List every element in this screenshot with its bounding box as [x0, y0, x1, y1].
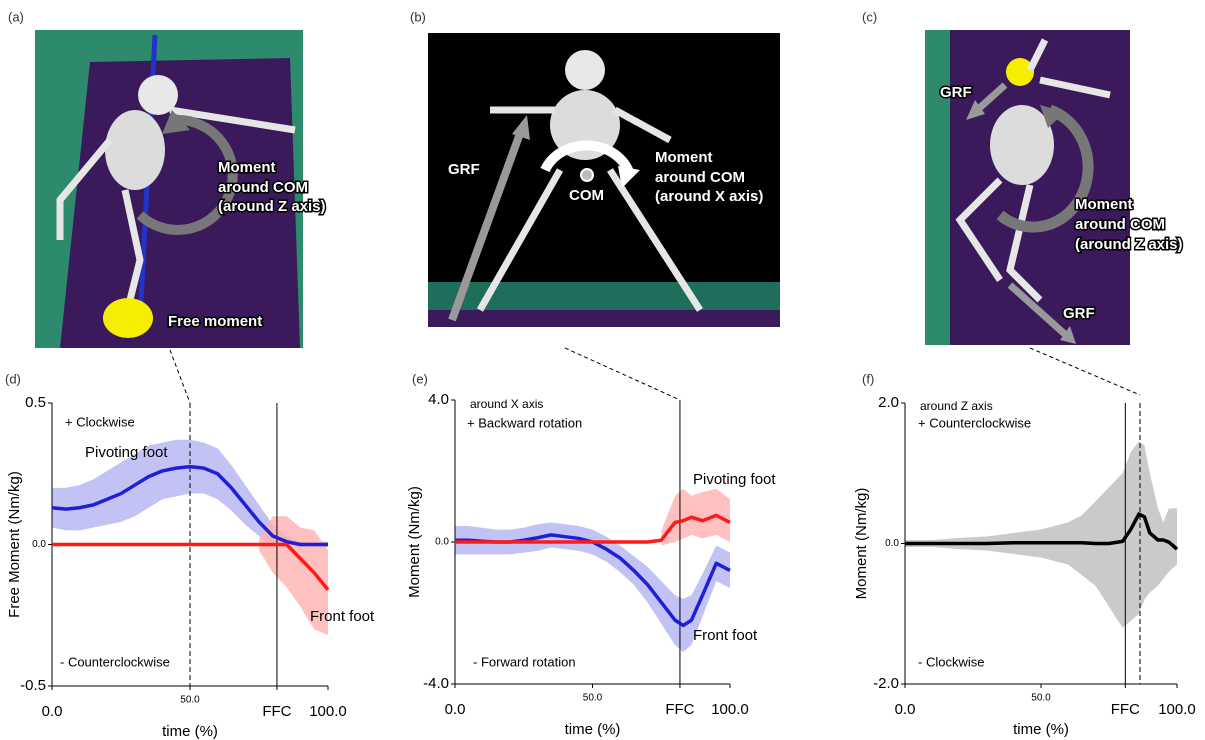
y-tick-label: 0.0 [435, 537, 449, 548]
x-tick-label: 100.0 [711, 701, 749, 718]
annotation: COM [569, 187, 604, 204]
annotation: - Counterclockwise [60, 654, 170, 669]
x-tick-label: 100.0 [1158, 701, 1196, 718]
annotation: Moment [218, 159, 276, 176]
x-tick-label: FFC [1111, 701, 1140, 718]
y-tick-label: 0.5 [25, 394, 46, 411]
series-label: Front foot [310, 608, 375, 625]
series-line [905, 512, 1179, 551]
error-band [455, 522, 730, 653]
x-tick-label: FFC [665, 701, 694, 718]
annotation: - Clockwise [918, 654, 984, 669]
y-axis-label: Free Moment (Nm/kg) [6, 471, 23, 618]
x-axis-label: time (%) [1013, 721, 1069, 738]
illustration-b [428, 33, 780, 327]
x-tick-label: 50.0 [180, 695, 200, 706]
panel-label: (b) [410, 9, 426, 24]
series-line [52, 542, 330, 591]
x-tick-label: 50.0 [1031, 693, 1051, 704]
y-tick-label: -2.0 [873, 675, 899, 692]
x-axis-label: time (%) [162, 723, 218, 740]
annotation: - Forward rotation [473, 654, 576, 669]
x-tick-label: 0.0 [445, 701, 466, 718]
y-tick-label: 4.0 [428, 391, 449, 408]
x-tick-label: FFC [262, 703, 291, 720]
x-tick-label: 0.0 [895, 701, 916, 718]
panel-label: (d) [5, 371, 21, 386]
x-axis-label: time (%) [565, 721, 621, 738]
y-tick-label: 2.0 [878, 394, 899, 411]
annotation: Free moment [168, 313, 262, 330]
illustration-a [35, 30, 303, 348]
annotation: (around Z axis) [1075, 236, 1183, 253]
panel-label: (a) [8, 9, 24, 24]
series-line [51, 464, 328, 547]
series-label: Pivoting foot [85, 444, 168, 461]
y-axis-label: Moment (Nm/kg) [853, 488, 870, 600]
series-label: Front foot [693, 627, 758, 644]
panel-label: (f) [862, 371, 874, 386]
x-tick-label: 50.0 [583, 693, 603, 704]
annotation: around COM [655, 169, 745, 186]
y-tick-label: 0.0 [885, 538, 899, 549]
series-line [455, 513, 731, 544]
annotation: around X axis [470, 397, 543, 411]
annotation: Moment [655, 149, 713, 166]
annotation: + Counterclockwise [918, 415, 1031, 430]
connectors [169, 347, 1141, 404]
annotation: (around Z axis) [218, 198, 326, 215]
annotation: (around X axis) [655, 188, 763, 205]
panel-label: (c) [862, 9, 877, 24]
annotation: + Clockwise [65, 414, 135, 429]
y-tick-label: 0.0 [32, 539, 46, 550]
series-label: Pivoting foot [693, 471, 776, 488]
y-tick-label: -4.0 [423, 675, 449, 692]
y-tick-label: -0.5 [20, 677, 46, 694]
annotation: around COM [218, 179, 308, 196]
annotation: GRF [940, 84, 972, 101]
x-tick-label: 100.0 [309, 703, 347, 720]
panel-label: (e) [412, 371, 428, 386]
annotation: GRF [448, 161, 480, 178]
annotation: around Z axis [920, 399, 993, 413]
error-band [905, 441, 1177, 628]
annotation: GRF [1063, 305, 1095, 322]
annotation: + Backward rotation [467, 415, 582, 430]
annotation: Moment [1075, 196, 1133, 213]
annotation: around COM [1075, 216, 1165, 233]
y-axis-label: Moment (Nm/kg) [406, 486, 423, 598]
illustration-c [925, 30, 1130, 345]
x-tick-label: 0.0 [42, 703, 63, 720]
